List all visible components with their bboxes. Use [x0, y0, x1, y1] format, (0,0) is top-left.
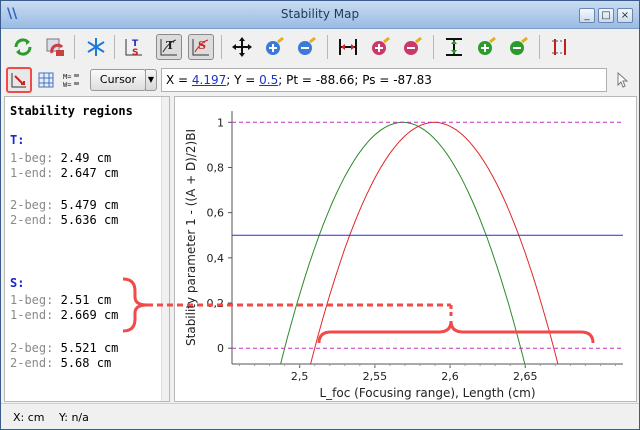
x-tick-label: 2,6 [441, 370, 459, 383]
series-line-1 [310, 121, 559, 364]
fit-y-icon[interactable] [441, 34, 467, 60]
s-row-2-end: 2-end: 5.68 cm [10, 356, 111, 370]
svg-text:W=: W= [63, 81, 71, 89]
title-bar: \\ Stability Map _ □ × [1, 1, 639, 29]
row-name: 1-end: [10, 166, 54, 180]
table-view-icon[interactable] [35, 67, 57, 93]
row-value: 2.647 cm [60, 166, 119, 180]
cursor-readout: X = 4.197; Y = 0.5; Pt = -88.66; Ps = -8… [161, 68, 607, 92]
svg-text:S: S [132, 48, 138, 58]
x-tick-label: 2,5 [291, 370, 309, 383]
stability-regions-panel: Stability regions T: 1-beg: 2.49 cm 1-en… [4, 96, 170, 402]
t-row-1-beg: 1-beg: 2.49 cm [10, 151, 111, 165]
row-name: 2-end: [10, 213, 54, 227]
x-axis-label: L_foc (Focusing range), Length (cm) [319, 386, 535, 400]
y-tick-label: 0,4 [207, 252, 225, 265]
row-value: 2.669 cm [60, 308, 119, 322]
x-tick-label: 2,55 [363, 370, 388, 383]
y-tick-label: 0,8 [207, 161, 225, 174]
row-value: 5.479 cm [60, 198, 119, 212]
y-axis-label: Stability parameter 1 - ((A + D)/2)BI [184, 129, 198, 346]
refresh-icon[interactable] [10, 34, 36, 60]
readout-x-label: X = [166, 73, 192, 87]
freeze-icon[interactable] [83, 34, 109, 60]
group-label-s: S: [10, 276, 25, 290]
row-name: 2-end: [10, 356, 54, 370]
maximize-button[interactable]: □ [598, 8, 614, 23]
y-tick-label: 0,6 [207, 207, 225, 220]
x-tick-label: 2,65 [513, 370, 538, 383]
zoom-out-green-icon[interactable] [505, 34, 531, 60]
row-value: 5.521 cm [60, 341, 119, 355]
svg-text:T: T [132, 39, 139, 49]
window-title: Stability Map [280, 7, 360, 21]
panel-heading: Stability regions [10, 104, 133, 118]
readout-rest: ; Pt = -88.66; Ps = -87.83 [278, 73, 432, 87]
minimize-button[interactable]: _ [579, 8, 595, 23]
secondary-toolbar: M= W= [1, 65, 639, 95]
t-row-2-beg: 2-beg: 5.479 cm [10, 198, 118, 212]
svg-text:S: S [198, 39, 206, 52]
svg-text:M=: M= [63, 73, 71, 81]
row-value: 5.68 cm [60, 356, 112, 370]
row-name: 2-beg: [10, 341, 54, 355]
cursor-mode-icon[interactable] [6, 67, 32, 93]
pointer-arrow-icon[interactable] [611, 68, 635, 92]
y-tick-label: 0,2 [207, 297, 225, 310]
status-x-unit: X: cm [13, 411, 45, 424]
readout-y-value[interactable]: 0.5 [259, 73, 279, 87]
status-y-unit: Y: n/a [59, 411, 89, 424]
show-text-icon[interactable]: M= W= [59, 67, 83, 93]
row-value: 5.636 cm [60, 213, 119, 227]
zoom-in-y-icon[interactable] [367, 34, 393, 60]
fit-x-icon[interactable] [335, 34, 361, 60]
zoom-in-green-icon[interactable] [473, 34, 499, 60]
stability-chart[interactable]: 2,5 2,55 2,6 2,65 0 0,2 0,4 0,6 0,8 1 L_foc (Focus… [175, 97, 636, 401]
row-name: 1-beg: [10, 151, 54, 165]
s-row-2-beg: 2-beg: 5.521 cm [10, 341, 118, 355]
t-row-1-end: 1-end: 2.647 cm [10, 166, 118, 180]
status-bar: X: cm Y: n/a [1, 403, 639, 429]
autolimits-icon[interactable] [229, 34, 255, 60]
s-row-1-end: 1-end: 2.669 cm [10, 308, 118, 322]
t-row-2-end: 2-end: 5.636 cm [10, 213, 118, 227]
group-label-t: T: [10, 133, 25, 147]
cursor-dropdown-arrow[interactable]: ▼ [145, 69, 157, 91]
zoom-in-x-icon[interactable] [261, 34, 287, 60]
row-name: 1-beg: [10, 293, 54, 307]
s-row-1-beg: 1-beg: 2.51 cm [10, 293, 111, 307]
range-limits-icon[interactable] [547, 34, 573, 60]
svg-text:T: T [166, 39, 175, 52]
readout-x-value[interactable]: 4.197 [191, 73, 227, 87]
zoom-out-y-icon[interactable] [399, 34, 425, 60]
cursor-button[interactable]: Cursor [90, 69, 146, 91]
close-button[interactable]: × [617, 8, 633, 23]
restore-params-icon[interactable] [42, 34, 68, 60]
readout-y-label: ; Y = [226, 73, 260, 87]
row-name: 1-end: [10, 308, 54, 322]
y-tick-label: 0 [217, 342, 224, 355]
series-line-0 [280, 121, 526, 364]
row-value: 2.49 cm [60, 151, 112, 165]
zoom-out-x-icon[interactable] [293, 34, 319, 60]
row-name: 2-beg: [10, 198, 54, 212]
panel-scrollbar[interactable] [161, 97, 169, 401]
show-s-icon[interactable]: S [188, 34, 214, 60]
show-t-icon[interactable]: T [156, 34, 182, 60]
row-value: 2.51 cm [60, 293, 112, 307]
plot-area[interactable]: 2,5 2,55 2,6 2,65 0 0,2 0,4 0,6 0,8 1 L_foc (Focus… [174, 96, 637, 402]
y-tick-label: 1 [217, 116, 224, 129]
app-icon: \\ [7, 6, 18, 22]
